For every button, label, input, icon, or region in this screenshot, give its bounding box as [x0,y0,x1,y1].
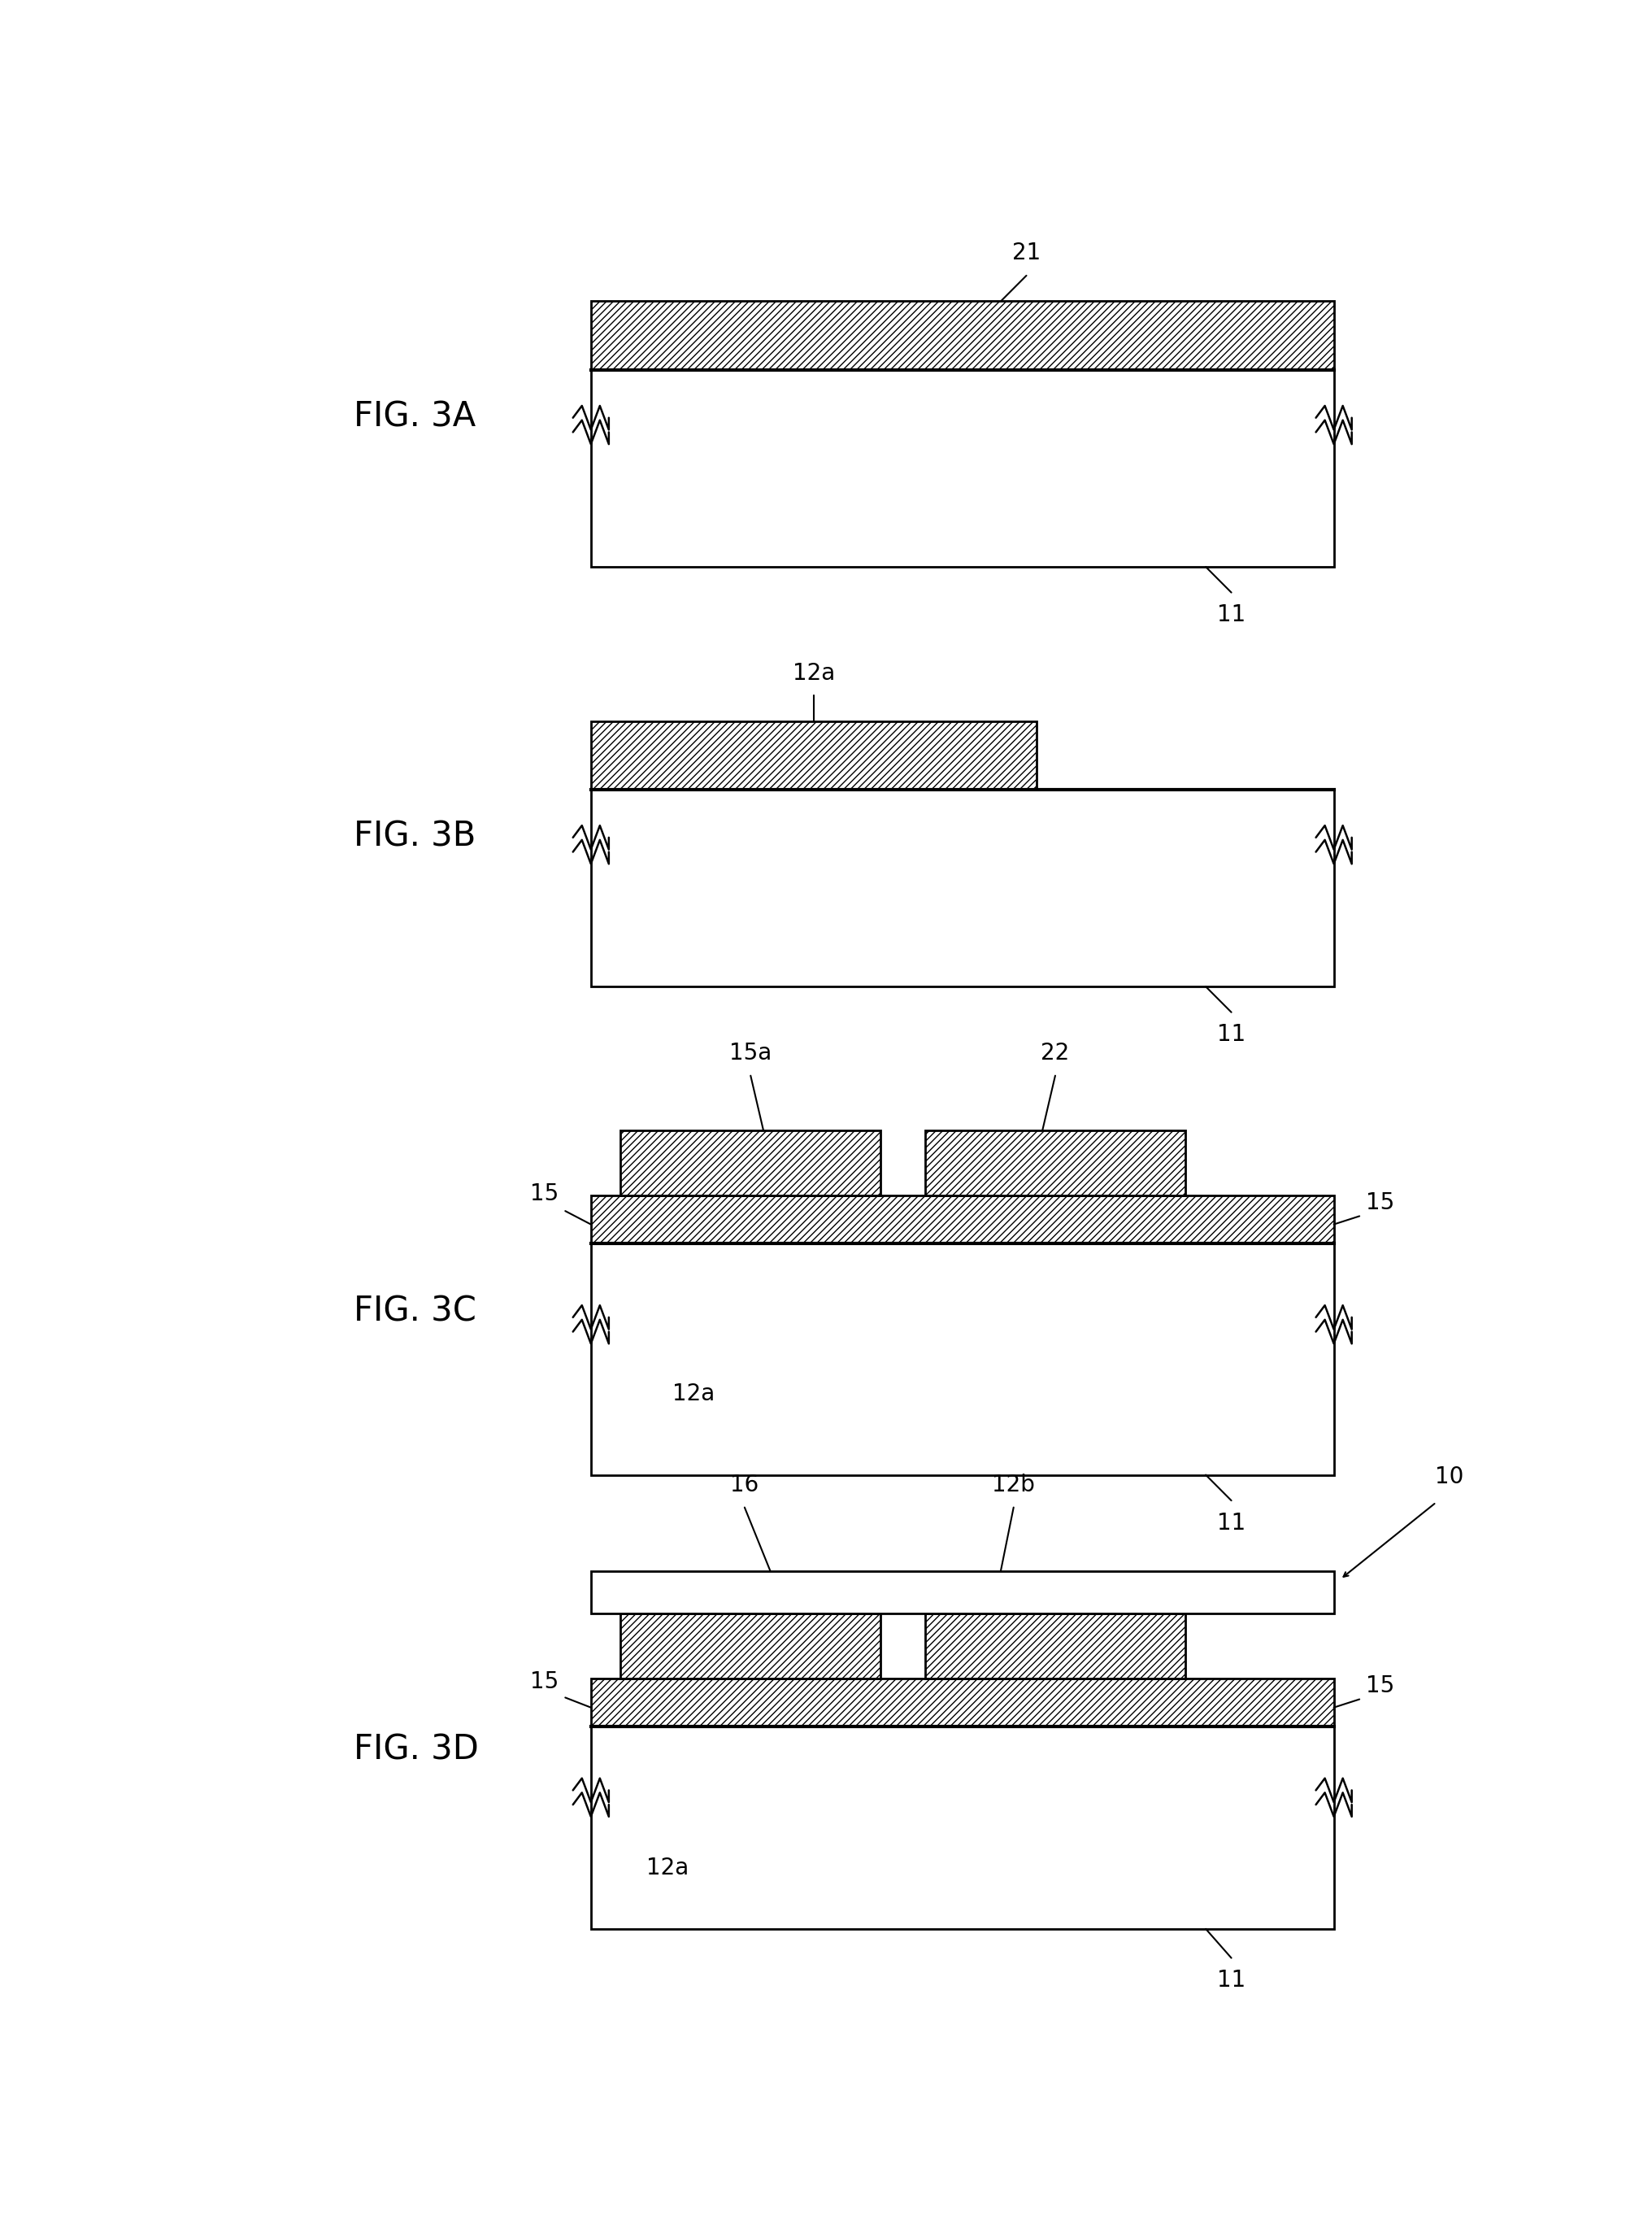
Bar [925,1613,1184,1678]
Text: 21: 21 [1011,243,1041,265]
Bar [620,1130,881,1195]
Text: 22: 22 [1041,1041,1069,1066]
Bar [925,1130,1184,1195]
Text: 11: 11 [1216,1024,1246,1046]
Text: 10: 10 [1434,1466,1462,1489]
Text: 11: 11 [1216,1511,1246,1535]
Text: FIG. 3D: FIG. 3D [354,1733,479,1767]
Text: 11: 11 [1216,603,1246,625]
Text: 15a: 15a [729,1041,771,1066]
Text: 15: 15 [1365,1673,1394,1698]
Text: FIG. 3A: FIG. 3A [354,400,476,434]
Text: 12b: 12b [991,1473,1034,1497]
Text: 11: 11 [1216,1969,1246,1991]
Text: 12a: 12a [791,661,834,685]
Bar [591,1678,1333,1727]
Text: 15: 15 [530,1181,558,1206]
Text: 15: 15 [530,1671,558,1693]
Bar [591,1195,1333,1244]
Bar [591,790,1333,986]
Text: FIG. 3B: FIG. 3B [354,819,476,854]
Bar [591,1244,1333,1475]
Text: FIG. 3C: FIG. 3C [354,1295,476,1328]
Bar [591,721,1036,790]
Bar [620,1613,881,1678]
Bar [591,300,1333,369]
Text: 12a: 12a [672,1382,714,1406]
Text: 16: 16 [730,1473,758,1497]
Bar [591,1571,1333,1613]
Text: 15: 15 [1365,1190,1394,1215]
Bar [591,1727,1333,1929]
Bar [591,369,1333,567]
Text: 12a: 12a [646,1858,689,1880]
